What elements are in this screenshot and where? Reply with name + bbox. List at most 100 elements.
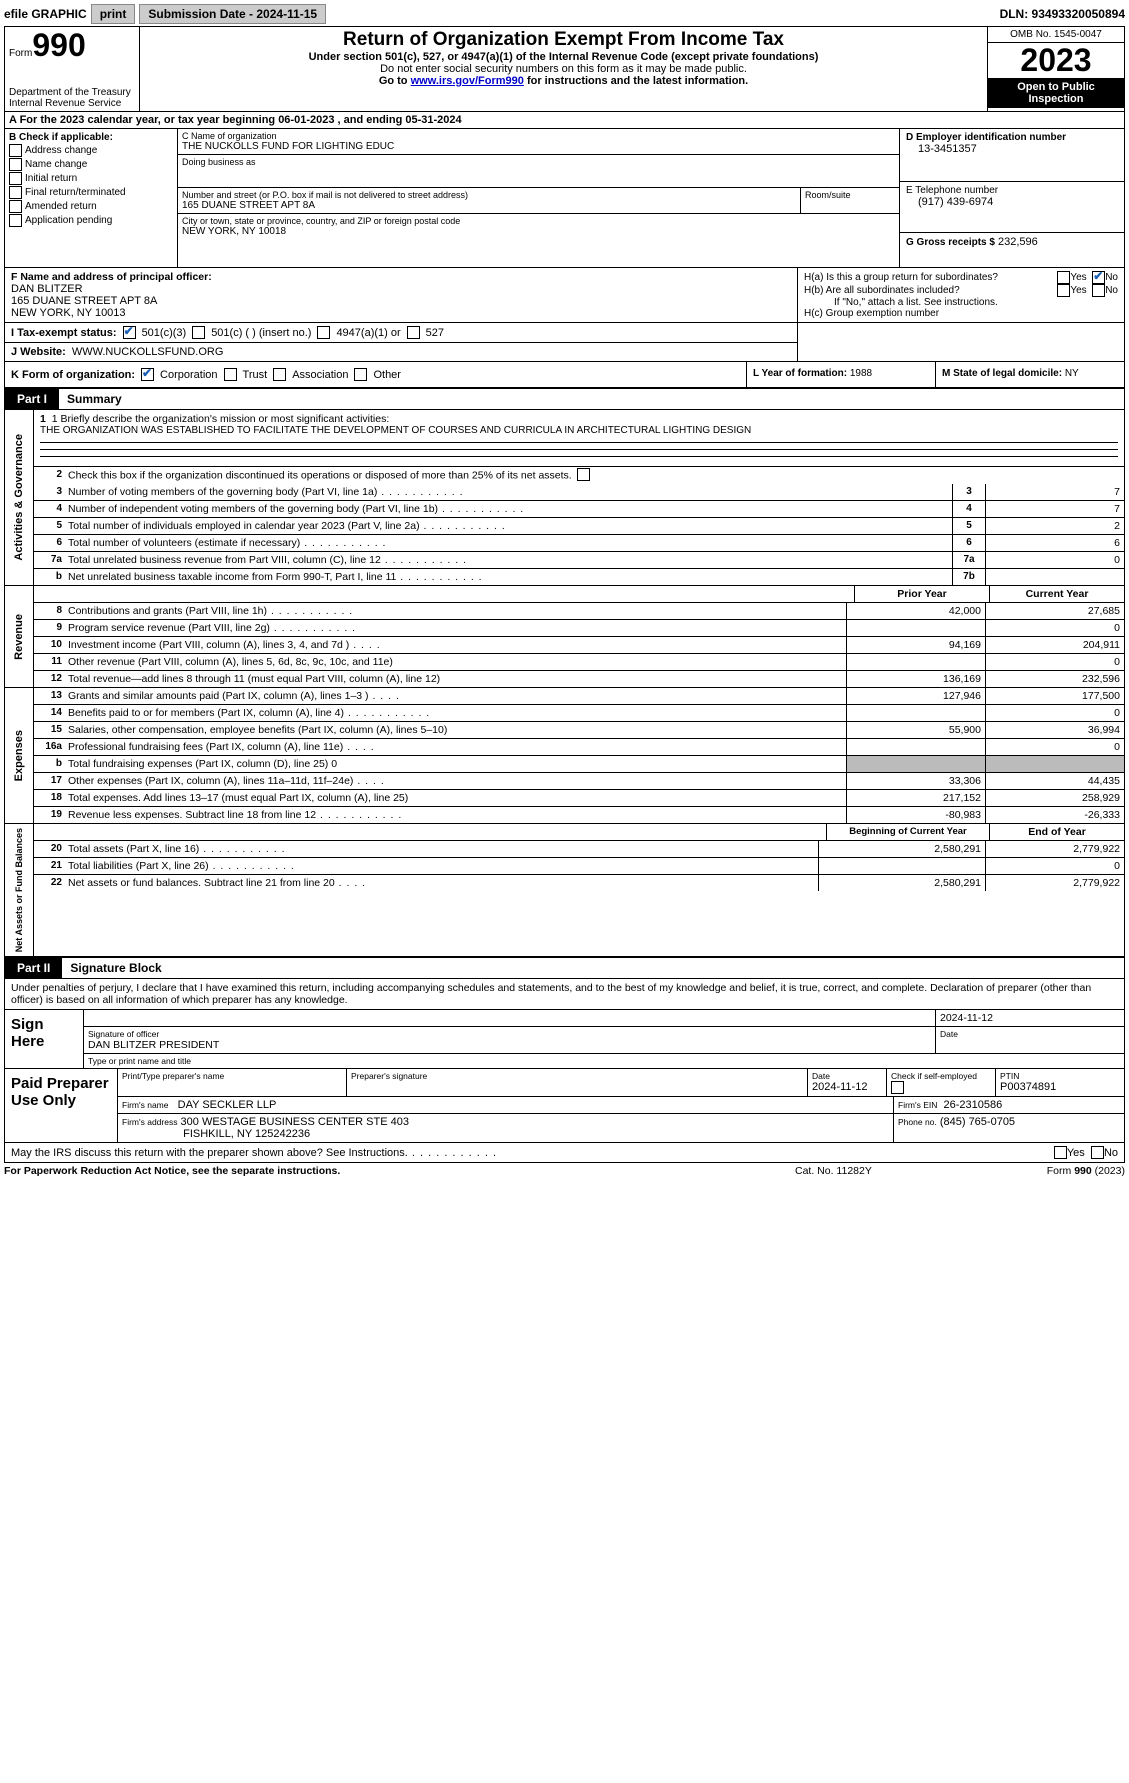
checkbox-amended-return[interactable] [9,200,22,213]
sig-officer-label: Signature of officer [88,1029,931,1039]
line-16a-num: 16a [34,739,66,755]
line-4-val: 7 [985,501,1124,517]
section-fh: F Name and address of principal officer:… [4,267,1125,323]
checkbox-4947[interactable] [317,326,330,339]
print-button[interactable]: print [91,4,136,24]
hb-yes-checkbox[interactable] [1057,284,1070,297]
org-name-label: C Name of organization [182,131,895,141]
line-19-prior: -80,983 [846,807,985,823]
phone-value: (845) 765-0705 [940,1116,1015,1128]
form-subtitle-3: Go to www.irs.gov/Form990 for instructio… [146,75,981,87]
hb-no-checkbox[interactable] [1092,284,1105,297]
hc-label: H(c) Group exemption number [804,308,1118,319]
hb-yes-label: Yes [1070,285,1086,296]
line-13-text: Grants and similar amounts paid (Part IX… [66,688,846,704]
checkbox-527[interactable] [407,326,420,339]
checkbox-name-change[interactable] [9,158,22,171]
discuss-yes-checkbox[interactable] [1054,1146,1067,1159]
line-7b-num: b [34,569,66,585]
self-employed-label: Check if self-employed [891,1071,991,1094]
line-21-prior [818,858,985,874]
label-trust: Trust [243,369,268,381]
line-16b-prior [846,756,985,772]
section-expenses: Expenses 13 Grants and similar amounts p… [4,688,1125,824]
section-ij: I Tax-exempt status: 501(c)(3) 501(c) ( … [4,323,1125,362]
col-h-group-return: H(a) Is this a group return for subordin… [798,268,1124,322]
line-11-prior [846,654,985,670]
check-label: Check if self-employed [891,1071,977,1081]
end-year-header: End of Year [989,824,1124,840]
col-f-officer: F Name and address of principal officer:… [5,268,798,322]
ha-yes-checkbox[interactable] [1057,271,1070,284]
vtab-expenses-label: Expenses [13,726,25,785]
col-c-org-info: C Name of organization THE NUCKOLLS FUND… [178,129,900,267]
section-bcd: B Check if applicable: Address change Na… [4,129,1125,267]
footer-mid: Cat. No. 11282Y [795,1165,995,1177]
line-2-label: Check this box if the organization disco… [68,469,572,481]
row-a-tax-year: A For the 2023 calendar year, or tax yea… [4,112,1125,129]
line-7b-box: 7b [952,569,985,585]
line-11-text: Other revenue (Part VIII, column (A), li… [66,654,846,670]
line-7a-val: 0 [985,552,1124,568]
phone-label: Phone no. [898,1117,937,1127]
col-b-checkboxes: B Check if applicable: Address change Na… [5,129,178,267]
ha-no-checkbox[interactable] [1092,271,1105,284]
line-20-num: 20 [34,841,66,857]
line-18-text: Total expenses. Add lines 13–17 (must eq… [66,790,846,806]
line-20-text: Total assets (Part X, line 16) [66,841,818,857]
section-net-assets: Net Assets or Fund Balances Beginning of… [4,824,1125,957]
part2-header: Part II Signature Block [4,957,1125,979]
checkbox-initial-return[interactable] [9,172,22,185]
row-l-label: L Year of formation: [753,368,847,379]
vtab-net-assets: Net Assets or Fund Balances [5,824,34,956]
dept-treasury: Department of the Treasury [9,87,135,98]
line-17-current: 44,435 [985,773,1124,789]
part1-header: Part I Summary [4,388,1125,410]
checkbox-other[interactable] [354,368,367,381]
label-application-pending: Application pending [25,215,112,226]
row-l-value: 1988 [850,368,872,379]
checkbox-association[interactable] [273,368,286,381]
submission-date-button[interactable]: Submission Date - 2024-11-15 [139,4,326,24]
discuss-no-checkbox[interactable] [1091,1146,1104,1159]
dln-label: DLN: 93493320050894 [1000,7,1125,21]
part2-tab: Part II [5,958,62,978]
vtab-revenue: Revenue [5,586,34,687]
line-19-text: Revenue less expenses. Subtract line 18 … [66,807,846,823]
checkbox-501c3[interactable] [123,326,136,339]
line-7a-text: Total unrelated business revenue from Pa… [66,552,952,568]
line-15-num: 15 [34,722,66,738]
checkbox-application-pending[interactable] [9,214,22,227]
officer-print-name: DAN BLITZER PRESIDENT [88,1039,931,1051]
checkbox-501c[interactable] [192,326,205,339]
checkbox-corporation[interactable] [141,368,154,381]
tax-year: 2023 [988,43,1124,78]
paid-preparer-label: Paid Preparer Use Only [5,1069,118,1142]
form990-link[interactable]: www.irs.gov/Form990 [411,75,524,87]
label-4947: 4947(a)(1) or [336,327,400,339]
line-4-text: Number of independent voting members of … [66,501,952,517]
page-footer: For Paperwork Reduction Act Notice, see … [4,1163,1125,1179]
line-13-current: 177,500 [985,688,1124,704]
checkbox-address-change[interactable] [9,144,22,157]
firm-addr-label: Firm's address [122,1117,177,1127]
ptin-label: PTIN [1000,1071,1120,1081]
line-9-text: Program service revenue (Part VIII, line… [66,620,846,636]
open-public-label: Open to Public Inspection [988,78,1124,108]
line-7b-text: Net unrelated business taxable income fr… [66,569,952,585]
line-10-num: 10 [34,637,66,653]
line-6-text: Total number of volunteers (estimate if … [66,535,952,551]
line-10-text: Investment income (Part VIII, column (A)… [66,637,846,653]
vtab-revenue-label: Revenue [13,610,25,664]
line-2-checkbox[interactable] [577,468,590,481]
line-15-current: 36,994 [985,722,1124,738]
line-15-text: Salaries, other compensation, employee b… [66,722,846,738]
firm-name-label: Firm's name [122,1100,169,1110]
self-employed-checkbox[interactable] [891,1081,904,1094]
col-d-ein-tel: D Employer identification number 13-3451… [900,129,1124,267]
col-h-continued [798,323,1124,361]
checkbox-trust[interactable] [224,368,237,381]
omb-number: OMB No. 1545-0047 [988,27,1124,43]
tel-value: (917) 439-6974 [906,196,1118,208]
checkbox-final-return[interactable] [9,186,22,199]
